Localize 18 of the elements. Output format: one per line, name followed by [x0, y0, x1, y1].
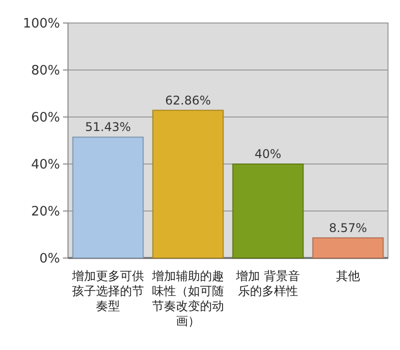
- y-tick-label: 0%: [39, 252, 60, 267]
- bar: [232, 164, 304, 258]
- data-label: 62.86%: [165, 93, 211, 108]
- y-tick-label: 60%: [31, 110, 60, 126]
- y-tick-label: 20%: [31, 204, 60, 220]
- y-tick-label: 100%: [22, 16, 60, 32]
- data-label: 8.57%: [328, 220, 368, 235]
- y-tick-label: 40%: [31, 158, 60, 173]
- bar: [152, 110, 224, 258]
- x-tick-label: 增加辅助的趣味性（如可随节奏改变的动画）: [151, 269, 224, 328]
- bar: [312, 237, 384, 258]
- y-tick-label: 80%: [31, 64, 60, 79]
- x-tick-label: 其他: [336, 269, 360, 283]
- x-tick-label: 增加更多可供孩子选择的节奏型: [71, 269, 144, 313]
- x-tick-label: 增加 背景音乐的多样性: [235, 269, 300, 298]
- data-label: 40%: [254, 147, 282, 161]
- bar: [72, 136, 144, 258]
- data-label: 51.43%: [85, 120, 131, 134]
